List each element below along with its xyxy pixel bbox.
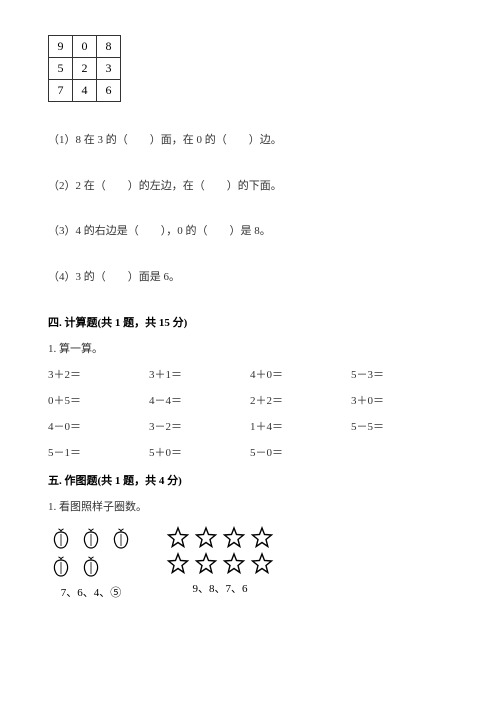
peach-group: 7、6、4、⑤	[48, 526, 134, 600]
peach-label: 7、6、4、⑤	[48, 584, 134, 600]
calc-item: 4－4＝	[149, 392, 250, 408]
star-icon	[250, 552, 274, 576]
grid-cell: 4	[73, 80, 97, 102]
peach-icon	[108, 526, 134, 552]
grid-cell: 0	[73, 36, 97, 58]
calc-item: 0＋5＝	[48, 392, 149, 408]
grid-cell: 6	[97, 80, 121, 102]
question-1: （1）8 在 3 的（ ）面，在 0 的（ ）边。	[48, 132, 452, 150]
calc-item: 5－5＝	[351, 418, 452, 434]
calc-item: 4－0＝	[48, 418, 149, 434]
peach-icon	[48, 554, 74, 580]
star-icon	[250, 526, 274, 550]
star-icon	[222, 552, 246, 576]
calc-item: 5－3＝	[351, 366, 452, 382]
section-5-sub: 1. 看图照样子圈数。	[48, 498, 452, 514]
peach-icon	[48, 526, 74, 552]
calc-item: 1＋4＝	[250, 418, 351, 434]
grid-cell: 2	[73, 58, 97, 80]
figure-row: 7、6、4、⑤ 9、8、7、6	[48, 526, 452, 600]
calc-item: 2＋2＝	[250, 392, 351, 408]
section-4-sub: 1. 算一算。	[48, 340, 452, 356]
star-icon	[194, 526, 218, 550]
calc-item: 5＋0＝	[149, 444, 250, 460]
calculation-grid: 3＋2＝ 3＋1＝ 4＋0＝ 5－3＝ 0＋5＝ 4－4＝ 2＋2＝ 3＋0＝ …	[48, 366, 452, 460]
question-3: （3）4 的右边是（ ），0 的（ ）是 8。	[48, 223, 452, 241]
grid-cell: 8	[97, 36, 121, 58]
star-icon	[166, 552, 190, 576]
question-2: （2）2 在（ ）的左边，在（ ）的下面。	[48, 178, 452, 196]
star-group: 9、8、7、6	[166, 526, 274, 600]
star-icon	[166, 526, 190, 550]
star-icon	[222, 526, 246, 550]
calc-item: 3－2＝	[149, 418, 250, 434]
grid-cell: 7	[49, 80, 73, 102]
grid-cell: 9	[49, 36, 73, 58]
peach-icon	[78, 526, 104, 552]
section-4-header: 四. 计算题(共 1 题，共 15 分)	[48, 314, 452, 330]
star-icon	[194, 552, 218, 576]
calc-item: 5－0＝	[250, 444, 351, 460]
calc-item: 5－1＝	[48, 444, 149, 460]
star-label: 9、8、7、6	[166, 580, 274, 596]
section-5-header: 五. 作图题(共 1 题，共 4 分)	[48, 472, 452, 488]
calc-item: 3＋0＝	[351, 392, 452, 408]
grid-cell: 3	[97, 58, 121, 80]
calc-item: 4＋0＝	[250, 366, 351, 382]
calc-item	[351, 444, 452, 460]
calc-item: 3＋1＝	[149, 366, 250, 382]
number-grid: 9 0 8 5 2 3 7 4 6	[48, 35, 121, 102]
peach-icon	[78, 554, 104, 580]
calc-item: 3＋2＝	[48, 366, 149, 382]
question-4: （4）3 的（ ）面是 6。	[48, 269, 452, 287]
grid-cell: 5	[49, 58, 73, 80]
